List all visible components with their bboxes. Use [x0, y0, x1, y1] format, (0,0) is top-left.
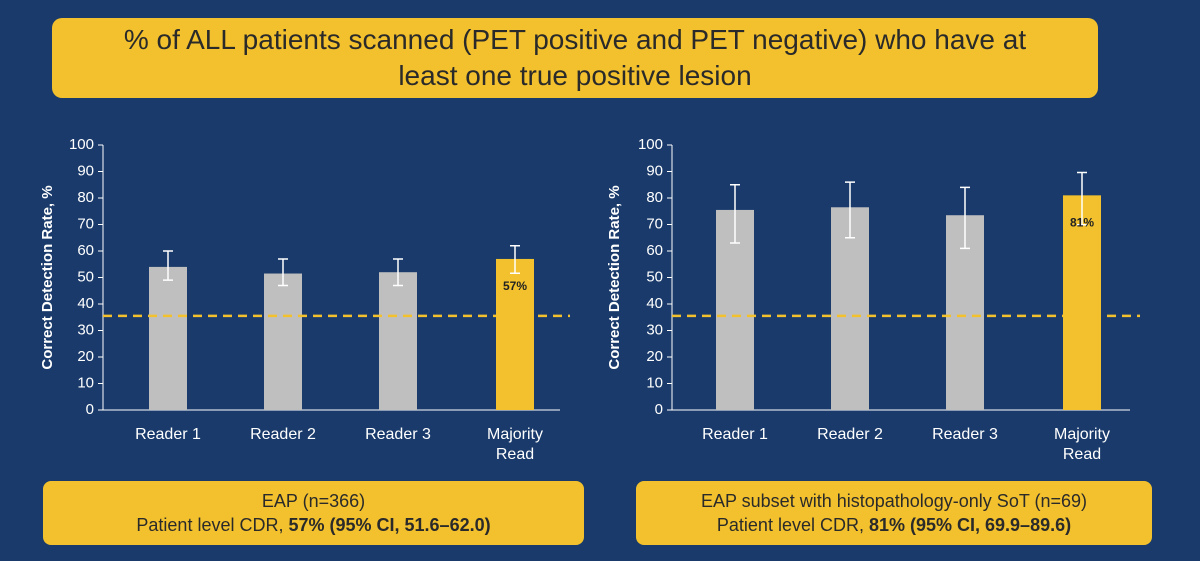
caption-line: Patient level CDR, 81% (95% CI, 69.9–89.…: [636, 513, 1152, 537]
caption-text: Patient level CDR,: [716, 515, 869, 535]
bar: [496, 258, 534, 410]
error-bar: [393, 258, 403, 287]
y-tick-label: 0: [86, 401, 94, 418]
y-tick-label: 30: [646, 321, 663, 338]
error-bar: [510, 244, 520, 275]
value-label: 81%: [1070, 216, 1094, 230]
caption-text: Patient level CDR,: [136, 515, 289, 535]
y-tick-label: 40: [77, 295, 94, 312]
caption-line: Patient level CDR, 57% (95% CI, 51.6–62.…: [43, 513, 584, 537]
y-tick-label: 70: [646, 215, 663, 232]
error-bar: [730, 184, 740, 244]
y-tick-label: 60: [646, 242, 663, 259]
y-axis-label: Correct Detection Rate, %: [606, 185, 623, 369]
y-tick-label: 100: [69, 136, 94, 153]
x-tick-label: Majority Read: [486, 426, 543, 463]
caption-box: EAP (n=366) Patient level CDR, 57% (95% C…: [43, 481, 584, 545]
bar: [149, 266, 187, 410]
bar: [264, 273, 302, 410]
caption-bold: 81% (95% CI, 69.9–89.6): [868, 515, 1072, 535]
y-tick-label: 80: [646, 189, 663, 206]
x-tick-label: Reader 1: [135, 426, 201, 443]
y-tick-label: 90: [77, 162, 94, 179]
y-tick-label: 40: [646, 295, 663, 312]
y-tick-label: 70: [77, 215, 94, 232]
caption-bold: 57% (95% CI, 51.6–62.0): [288, 515, 491, 535]
y-axis-label: Correct Detection Rate, %: [39, 185, 56, 369]
y-tick-label: 100: [638, 136, 663, 153]
y-tick-label: 10: [77, 374, 94, 391]
y-tick-label: 50: [77, 268, 94, 285]
y-tick-label: 20: [77, 348, 94, 365]
caption-line: EAP (n=366): [261, 491, 366, 511]
y-tick-label: 60: [77, 242, 94, 259]
x-tick-label: Reader 2: [250, 426, 316, 443]
value-label: 57%: [503, 279, 527, 293]
x-tick-label: Reader 1: [702, 426, 768, 443]
x-tick-label: Reader 3: [932, 426, 998, 443]
caption-box: EAP subset with histopathology-only SoT …: [636, 481, 1152, 545]
bar: [831, 207, 869, 410]
y-tick-label: 30: [77, 321, 94, 338]
error-bar: [163, 250, 173, 281]
slide-title: % of ALL patients scanned (PET positive …: [52, 18, 1098, 98]
y-tick-label: 50: [646, 268, 663, 285]
caption-line: EAP subset with histopathology-only SoT …: [700, 491, 1088, 511]
y-tick-label: 20: [646, 348, 663, 365]
bar: [379, 272, 417, 410]
y-tick-label: 0: [655, 401, 663, 418]
bar: [1063, 195, 1101, 410]
error-bar: [278, 258, 288, 287]
y-tick-label: 80: [77, 189, 94, 206]
x-tick-label: Reader 3: [365, 426, 431, 443]
error-bar: [845, 181, 855, 239]
x-tick-label: Reader 2: [817, 426, 883, 443]
x-tick-label: Majority Read: [1053, 426, 1110, 463]
y-tick-label: 90: [646, 162, 663, 179]
error-bar: [960, 186, 970, 250]
y-tick-label: 10: [646, 374, 663, 391]
error-bar: [1077, 171, 1087, 226]
